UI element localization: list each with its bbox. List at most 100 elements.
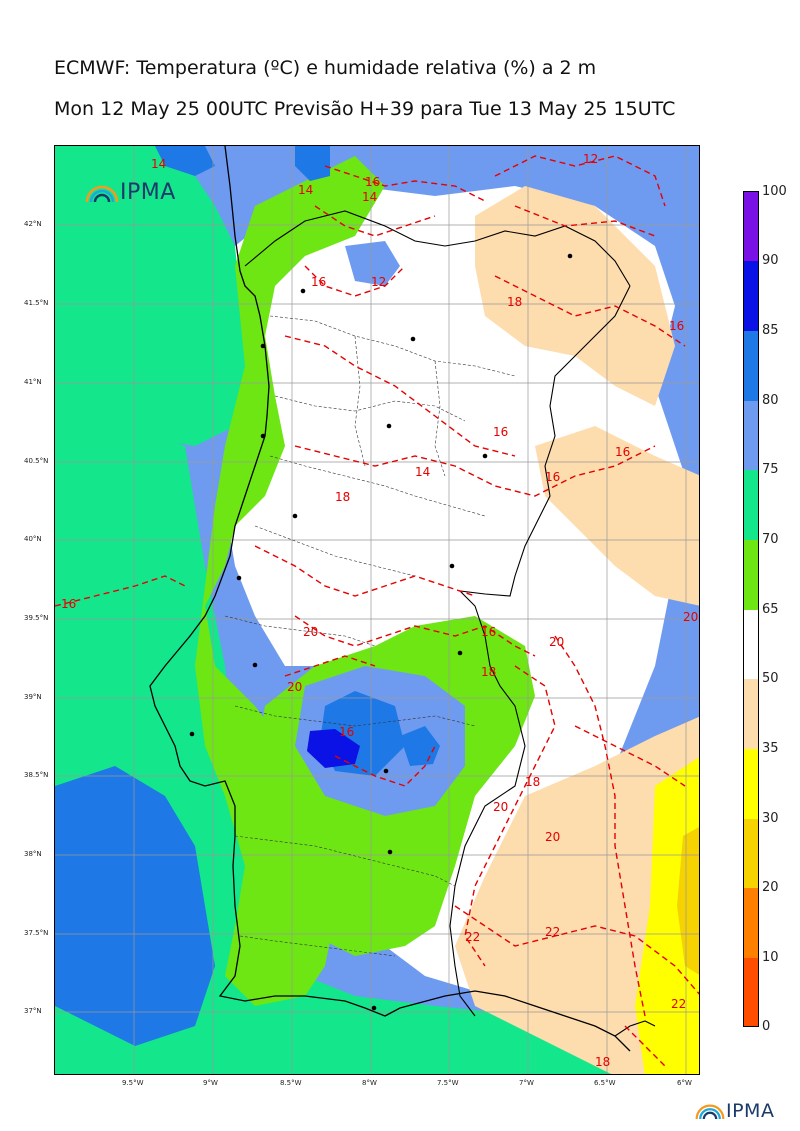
colorbar-segment [744, 540, 758, 610]
lon-label: 7°W [519, 1079, 534, 1087]
temp-label: 16 [61, 597, 76, 611]
station-dot [386, 423, 392, 429]
station-dot [371, 1005, 377, 1011]
colorbar-label: 0 [762, 1019, 771, 1034]
lon-label: 6°W [677, 1079, 692, 1087]
lat-label: 41°N [24, 378, 42, 386]
humidity-area-70-75-north [55, 146, 255, 476]
lon-label: 8°W [362, 1079, 377, 1087]
temp-label: 20 [545, 830, 560, 844]
ipma-logo-map: IPMA [84, 180, 176, 205]
lon-label: 6.5°W [594, 1079, 616, 1087]
humidity-area-80-85 [55, 766, 215, 1046]
humidity-area-85-90-central [307, 729, 360, 768]
station-dot [410, 336, 416, 342]
temp-label: 20 [683, 610, 698, 624]
colorbar-label: 85 [762, 323, 779, 338]
map-panel: 12 12 14 14 14 16 16 16 16 16 16 16 16 1… [54, 145, 700, 1075]
colorbar-segment [744, 679, 758, 749]
humidity-colorbar [743, 191, 759, 1027]
colorbar-segment [744, 470, 758, 540]
temp-label: 16 [311, 275, 326, 289]
lon-label: 9°W [203, 1079, 218, 1087]
temp-label: 22 [545, 925, 560, 939]
colorbar-segment [744, 401, 758, 470]
humidity-area-70-75 [55, 426, 699, 1074]
ipma-rainbow-icon [85, 185, 119, 202]
lat-label: 40.5°N [24, 457, 49, 465]
station-dot [189, 731, 195, 737]
temp-label: 16 [669, 319, 684, 333]
colorbar-segment [744, 610, 758, 679]
humidity-area-75-80-nw [345, 241, 400, 286]
colorbar-segment [744, 749, 758, 819]
temp-label: 16 [481, 625, 496, 639]
colorbar-label: 75 [762, 462, 779, 477]
temp-label: 20 [493, 800, 508, 814]
colorbar-label: 90 [762, 253, 779, 268]
temp-label: 18 [335, 490, 350, 504]
colorbar-label: 50 [762, 671, 779, 686]
colorbar-segment [744, 958, 758, 1026]
temp-label: 16 [545, 470, 560, 484]
colorbar-label: 70 [762, 532, 779, 547]
lon-label: 7.5°W [437, 1079, 459, 1087]
temp-label: 12 [583, 152, 598, 166]
station-dot [252, 662, 258, 668]
temp-label: 20 [549, 635, 564, 649]
temp-label: 20 [303, 625, 318, 639]
humidity-area-80-85-n [155, 146, 215, 176]
coastline [149, 146, 631, 1052]
station-dot [260, 343, 266, 349]
graticule [55, 146, 699, 1074]
district-borders [224, 315, 516, 957]
lat-label: 37.5°N [24, 929, 49, 937]
map-canvas: 12 12 14 14 14 16 16 16 16 16 16 16 16 1… [55, 146, 699, 1074]
colorbar-segment [744, 261, 758, 331]
title: ECMWF: Temperatura (ºC) e humidade relat… [54, 57, 597, 79]
lat-label: 42°N [24, 220, 42, 228]
lon-label: 9.5°W [122, 1079, 144, 1087]
temp-label: 12 [371, 275, 386, 289]
humidity-area-35-50-ne [475, 186, 675, 406]
humidity-area-35-50-mid [535, 426, 699, 606]
colorbar-label: 20 [762, 880, 779, 895]
subtitle: Mon 12 May 25 00UTC Previsão H+39 para T… [54, 98, 676, 120]
ipma-logo-text: IPMA [120, 180, 176, 205]
colorbar-segment [744, 819, 758, 888]
temp-label: 14 [362, 190, 377, 204]
lat-label: 40°N [24, 535, 42, 543]
humidity-area-65-70 [195, 156, 385, 1006]
station-dot [387, 849, 393, 855]
ipma-logo-footer: IPMA [694, 1100, 774, 1122]
temp-label: 22 [671, 997, 686, 1011]
temp-label: 16 [339, 725, 354, 739]
station-dot [260, 433, 266, 439]
station-dot [567, 253, 573, 259]
lat-label: 39°N [24, 693, 42, 701]
lat-label: 38.5°N [24, 771, 49, 779]
spain-coast [614, 1020, 656, 1037]
temp-label: 14 [415, 465, 430, 479]
humidity-area-35-50-se [455, 716, 699, 1074]
temp-label: 22 [465, 930, 480, 944]
colorbar-label: 30 [762, 811, 779, 826]
temp-label: 14 [298, 183, 313, 197]
temperature-labels: 12 12 14 14 14 16 16 16 16 16 16 16 16 1… [61, 152, 698, 1069]
temp-label: 16 [615, 445, 630, 459]
temp-label: 16 [365, 175, 380, 189]
temp-label: 18 [525, 775, 540, 789]
colorbar-label: 35 [762, 741, 779, 756]
humidity-area-20-30 [677, 827, 699, 975]
lat-label: 38°N [24, 850, 42, 858]
ipma-rainbow-icon [695, 1104, 725, 1120]
station-dot [482, 453, 488, 459]
station-dot [457, 650, 463, 656]
colorbar-segment [744, 888, 758, 958]
station-dot [449, 563, 455, 569]
colorbar-segment [744, 192, 758, 261]
lon-label: 8.5°W [280, 1079, 302, 1087]
station-dot [292, 513, 298, 519]
temperature-contours [55, 155, 699, 1067]
ipma-logo-text: IPMA [726, 1100, 775, 1122]
